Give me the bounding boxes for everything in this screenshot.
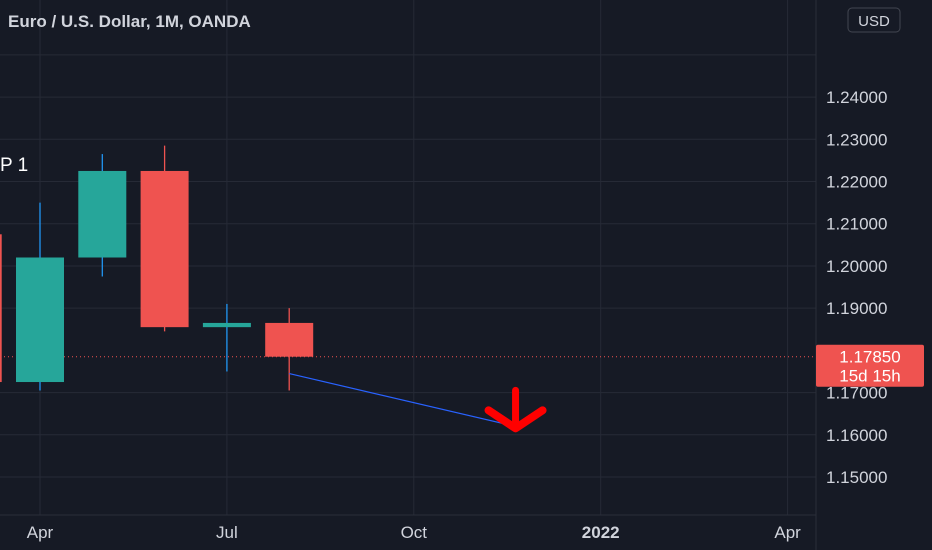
annotations <box>289 373 547 433</box>
trendline[interactable] <box>289 373 516 427</box>
price-tick-label: 1.19000 <box>826 299 887 318</box>
arrow-down-icon[interactable] <box>484 386 547 433</box>
candle[interactable] <box>0 234 2 383</box>
candle-body <box>140 170 189 328</box>
time-tick-label: Apr <box>27 523 54 542</box>
price-tick-label: 1.23000 <box>826 130 887 149</box>
candle-body <box>202 322 251 328</box>
candle[interactable] <box>16 202 64 391</box>
price-axis[interactable]: 1.15000 1.16000 1.17000 1.19000 1.20000 1.210… <box>816 88 924 487</box>
candle[interactable] <box>265 308 314 391</box>
candle-body <box>0 234 2 383</box>
currency-label: USD <box>858 13 890 30</box>
candle[interactable] <box>140 145 189 332</box>
time-axis[interactable]: Apr Jul Oct 2022 Apr <box>27 523 801 542</box>
price-tick-label: 1.17000 <box>826 384 887 403</box>
candle[interactable] <box>78 154 127 277</box>
time-tick-label: 2022 <box>582 523 620 542</box>
candles <box>0 145 314 391</box>
currency-button[interactable]: USD <box>847 7 901 33</box>
chart-title: Euro / U.S. Dollar, 1M, OANDA <box>8 12 251 31</box>
arrow-head <box>484 406 547 433</box>
candle-body <box>16 257 64 383</box>
time-tick-label: Oct <box>401 523 428 542</box>
candle-body <box>78 170 127 258</box>
last-price-value: 1.17850 <box>839 348 900 367</box>
last-price-tag-bg <box>816 344 924 387</box>
bar-countdown: 15d 15h <box>839 367 900 386</box>
indicator-label: P 1 <box>0 155 28 176</box>
candle-body <box>265 322 314 357</box>
price-tick-label: 1.22000 <box>826 173 887 192</box>
price-tick-label: 1.16000 <box>826 426 887 445</box>
grid <box>0 0 816 515</box>
price-tick-label: 1.20000 <box>826 257 887 276</box>
time-tick-label: Jul <box>216 523 238 542</box>
price-tick-label: 1.21000 <box>826 215 887 234</box>
price-tick-label: 1.15000 <box>826 468 887 487</box>
candle[interactable] <box>202 303 251 372</box>
time-tick-label: Apr <box>774 523 801 542</box>
price-tick-label: 1.24000 <box>826 88 887 107</box>
